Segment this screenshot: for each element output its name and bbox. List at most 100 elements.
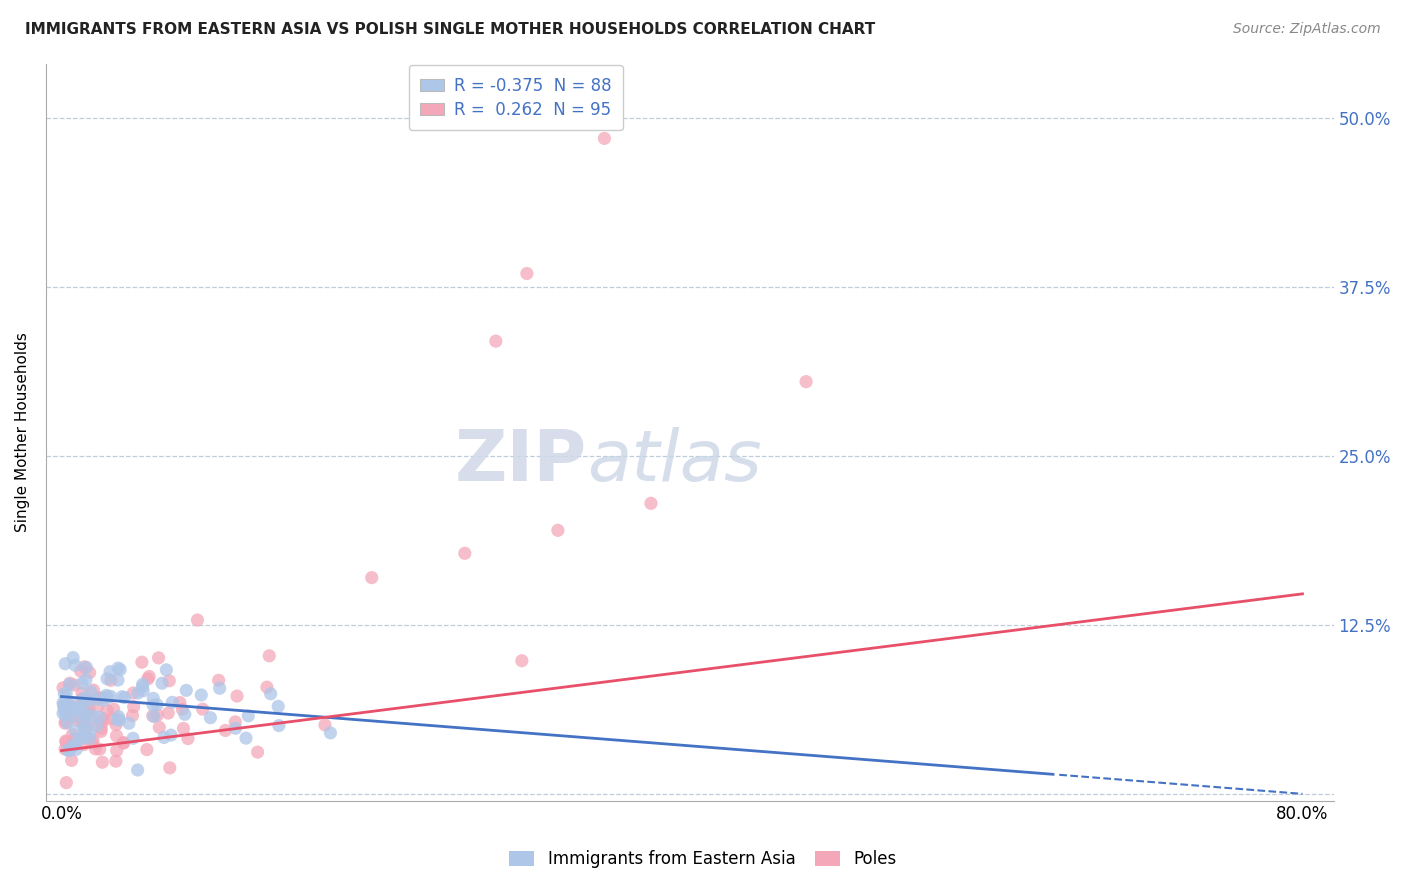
Poles <box>516 267 538 281</box>
Immigrants from Eastern Asia <box>55 686 77 700</box>
Poles <box>82 683 104 698</box>
Poles <box>148 720 170 734</box>
Poles <box>67 714 90 728</box>
Poles <box>76 693 98 707</box>
Poles <box>186 613 208 627</box>
Poles <box>69 664 91 678</box>
Immigrants from Eastern Asia <box>63 739 86 753</box>
Poles <box>177 731 200 746</box>
Poles <box>53 716 76 731</box>
Immigrants from Eastern Asia <box>73 715 96 730</box>
Poles <box>640 496 662 510</box>
Poles <box>89 742 111 756</box>
Poles <box>96 704 118 718</box>
Immigrants from Eastern Asia <box>100 690 122 704</box>
Immigrants from Eastern Asia <box>132 683 155 698</box>
Immigrants from Eastern Asia <box>225 721 247 735</box>
Immigrants from Eastern Asia <box>75 708 97 723</box>
Poles <box>169 696 191 710</box>
Poles <box>72 714 94 729</box>
Immigrants from Eastern Asia <box>79 731 101 746</box>
Immigrants from Eastern Asia <box>53 657 76 671</box>
Poles <box>214 723 236 738</box>
Immigrants from Eastern Asia <box>73 691 96 706</box>
Poles <box>485 334 508 348</box>
Poles <box>112 736 135 750</box>
Poles <box>131 655 153 669</box>
Poles <box>794 375 817 389</box>
Poles <box>135 742 157 756</box>
Immigrants from Eastern Asia <box>60 701 83 715</box>
Poles <box>104 754 127 768</box>
Poles <box>547 524 569 538</box>
Immigrants from Eastern Asia <box>127 763 149 777</box>
Poles <box>138 669 160 683</box>
Poles <box>55 775 77 789</box>
Legend: Immigrants from Eastern Asia, Poles: Immigrants from Eastern Asia, Poles <box>502 844 904 875</box>
Poles <box>157 673 180 688</box>
Poles <box>157 706 180 720</box>
Immigrants from Eastern Asia <box>131 677 153 691</box>
Poles <box>60 753 83 767</box>
Immigrants from Eastern Asia <box>190 688 212 702</box>
Poles <box>59 676 82 690</box>
Immigrants from Eastern Asia <box>65 742 87 756</box>
Immigrants from Eastern Asia <box>63 703 86 717</box>
Immigrants from Eastern Asia <box>150 676 173 690</box>
Poles <box>82 733 104 747</box>
Poles <box>159 761 181 775</box>
Poles <box>89 690 111 705</box>
Poles <box>90 724 112 739</box>
Poles <box>256 680 278 694</box>
Poles <box>103 702 125 716</box>
Poles <box>77 718 100 732</box>
Poles <box>62 703 84 717</box>
Poles <box>52 681 75 695</box>
Immigrants from Eastern Asia <box>72 731 94 745</box>
Immigrants from Eastern Asia <box>89 710 111 724</box>
Immigrants from Eastern Asia <box>155 663 177 677</box>
Immigrants from Eastern Asia <box>267 699 290 714</box>
Poles <box>224 714 246 729</box>
Immigrants from Eastern Asia <box>77 694 100 708</box>
Immigrants from Eastern Asia <box>200 711 222 725</box>
Immigrants from Eastern Asia <box>55 702 77 716</box>
Poles <box>55 714 77 729</box>
Immigrants from Eastern Asia <box>62 650 84 665</box>
Immigrants from Eastern Asia <box>131 680 153 694</box>
Immigrants from Eastern Asia <box>79 684 101 698</box>
Immigrants from Eastern Asia <box>160 728 183 742</box>
Poles <box>76 708 98 723</box>
Immigrants from Eastern Asia <box>73 707 96 722</box>
Immigrants from Eastern Asia <box>142 698 165 712</box>
Poles <box>70 686 93 700</box>
Immigrants from Eastern Asia <box>70 700 93 714</box>
Immigrants from Eastern Asia <box>63 709 86 723</box>
Poles <box>63 678 86 692</box>
Poles <box>58 704 80 718</box>
Immigrants from Eastern Asia <box>59 701 82 715</box>
Poles <box>593 131 616 145</box>
Text: Source: ZipAtlas.com: Source: ZipAtlas.com <box>1233 22 1381 37</box>
Immigrants from Eastern Asia <box>56 715 79 730</box>
Immigrants from Eastern Asia <box>153 731 176 745</box>
Immigrants from Eastern Asia <box>235 731 257 746</box>
Poles <box>91 756 114 770</box>
Immigrants from Eastern Asia <box>80 708 103 723</box>
Poles <box>148 651 170 665</box>
Immigrants from Eastern Asia <box>65 658 87 673</box>
Immigrants from Eastern Asia <box>59 698 82 712</box>
Immigrants from Eastern Asia <box>60 701 83 715</box>
Immigrants from Eastern Asia <box>86 719 108 733</box>
Poles <box>172 702 194 716</box>
Poles <box>55 735 77 749</box>
Poles <box>73 706 96 720</box>
Poles <box>105 729 128 743</box>
Poles <box>121 708 143 723</box>
Immigrants from Eastern Asia <box>105 713 128 727</box>
Poles <box>112 736 135 750</box>
Poles <box>101 712 124 726</box>
Immigrants from Eastern Asia <box>93 693 115 707</box>
Immigrants from Eastern Asia <box>108 713 131 727</box>
Immigrants from Eastern Asia <box>72 694 94 708</box>
